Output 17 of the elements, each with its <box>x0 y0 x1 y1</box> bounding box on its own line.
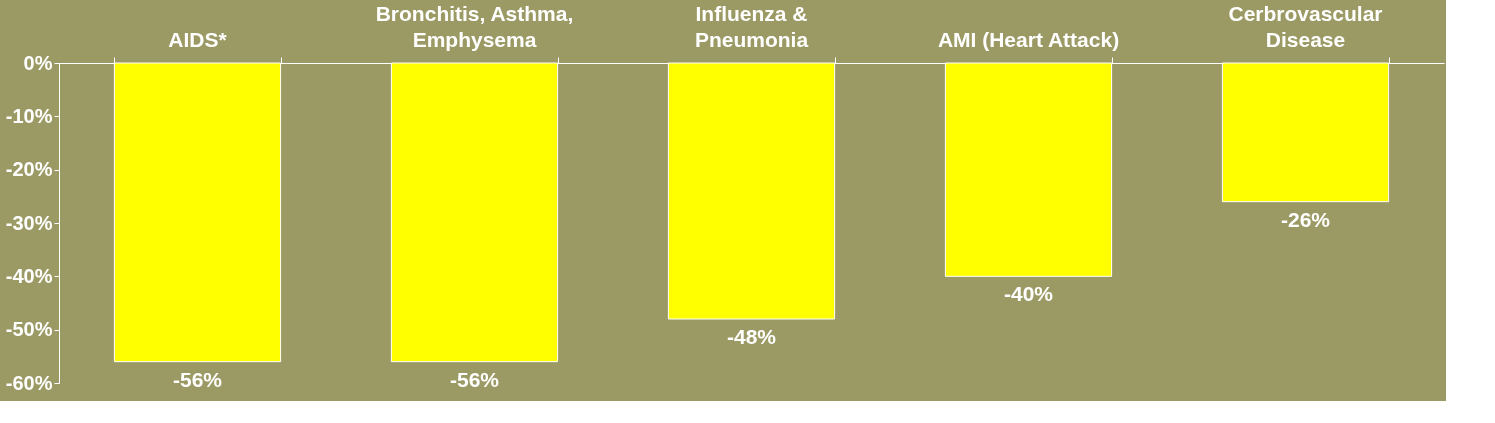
y-tick-label: -50% <box>5 318 53 341</box>
y-tick-label: -30% <box>5 211 53 234</box>
data-label: -48% <box>726 325 777 348</box>
data-label: -40% <box>1003 282 1054 306</box>
y-tick-label: -40% <box>5 264 53 287</box>
y-tick-label: -10% <box>5 104 53 127</box>
y-tick-label: -60% <box>5 371 53 394</box>
data-label: -26% <box>1280 207 1331 231</box>
y-tick-label: -20% <box>5 158 53 181</box>
x-tick-label: Influenza & Pneumonia <box>694 2 809 51</box>
x-tick-label: AMI (Heart Attack) <box>937 28 1120 51</box>
x-tick-label: AIDS* <box>168 28 228 51</box>
data-label: -56% <box>172 367 223 391</box>
data-label: -56% <box>449 367 500 391</box>
x-tick-label: Bronchitis, Asthma, Emphysema <box>375 2 574 51</box>
y-tick-label: 0% <box>23 51 53 74</box>
x-tick-label: Cerbrovascular Disease <box>1228 2 1383 51</box>
